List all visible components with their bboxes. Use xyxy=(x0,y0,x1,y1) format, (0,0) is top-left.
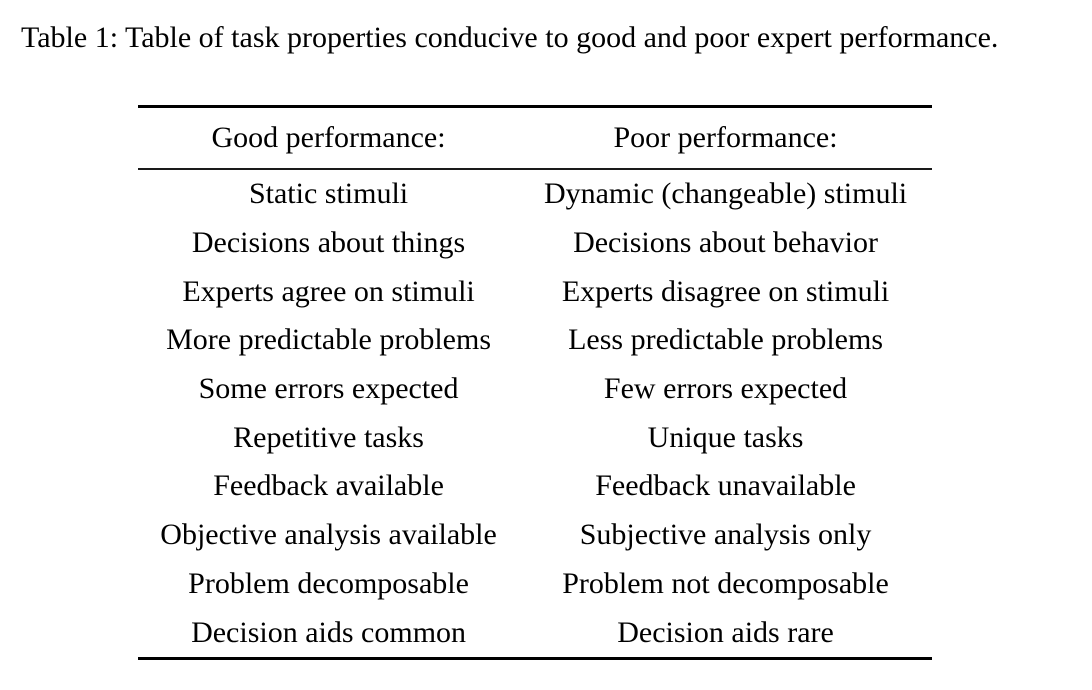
table-cell: Feedback available xyxy=(213,469,444,503)
table-row: More predictable problems Less predictab… xyxy=(138,316,932,365)
table-cell: Feedback unavailable xyxy=(595,469,856,503)
table-row: Static stimuli Dynamic (changeable) stim… xyxy=(138,170,932,219)
table-row: Some errors expected Few errors expected xyxy=(138,365,932,414)
table-cell: Repetitive tasks xyxy=(233,420,424,454)
table-cell: Subjective analysis only xyxy=(579,518,872,552)
column-header-good-performance: Good performance: xyxy=(211,121,446,154)
table-cell: Problem not decomposable xyxy=(562,566,889,600)
table-row: Decisions about things Decisions about b… xyxy=(138,219,932,268)
table-caption: Table 1: Table of task properties conduc… xyxy=(21,21,999,54)
table-cell: Decisions about behavior xyxy=(573,226,878,260)
table-row: Problem decomposable Problem not decompo… xyxy=(138,560,932,609)
column-header-poor-performance: Poor performance: xyxy=(613,121,838,154)
table-cell: Experts disagree on stimuli xyxy=(561,274,890,308)
table-row: Experts agree on stimuli Experts disagre… xyxy=(138,267,932,316)
table-cell: Static stimuli xyxy=(248,177,409,211)
table-cell: Decision aids common xyxy=(191,615,467,649)
table-cell: Dynamic (changeable) stimuli xyxy=(543,177,908,211)
table-cell: More predictable problems xyxy=(166,323,491,357)
table-row: Objective analysis available Subjective … xyxy=(138,511,932,560)
table-cell: Decision aids rare xyxy=(617,615,834,649)
table-cell: Some errors expected xyxy=(198,372,459,406)
table-cell: Problem decomposable xyxy=(188,566,469,600)
table-cell: Experts agree on stimuli xyxy=(182,274,475,308)
table-row: Repetitive tasks Unique tasks xyxy=(138,413,932,462)
table-header-row: Good performance: Poor performance: xyxy=(138,108,932,170)
table-row: Decision aids common Decision aids rare xyxy=(138,608,932,657)
table-cell: Decisions about things xyxy=(191,226,466,260)
table-row: Feedback available Feedback unavailable xyxy=(138,462,932,511)
properties-table: Good performance: Poor performance: Stat… xyxy=(138,105,932,660)
table-cell: Less predictable problems xyxy=(568,323,883,357)
table-cell: Unique tasks xyxy=(647,420,804,454)
table-cell: Few errors expected xyxy=(603,372,848,406)
table-cell: Objective analysis available xyxy=(160,518,497,552)
